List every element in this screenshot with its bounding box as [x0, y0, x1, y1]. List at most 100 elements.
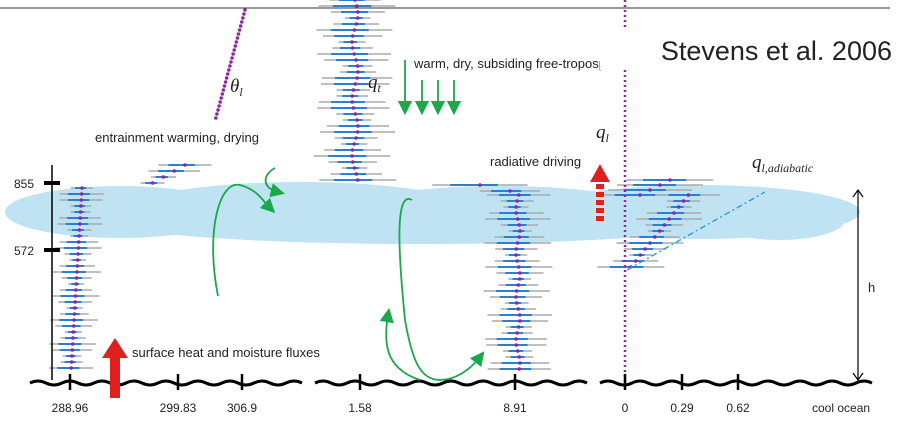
profile-point [355, 178, 360, 182]
citation-box [600, 28, 898, 70]
profile-point [216, 108, 220, 112]
profile-point [518, 271, 522, 275]
profile-point [79, 198, 84, 202]
profile-point [73, 300, 77, 304]
profile-point [230, 56, 234, 60]
profile-point [667, 217, 671, 221]
profile-point [241, 16, 245, 20]
profile-point [352, 142, 356, 146]
profile-point [242, 12, 246, 16]
profile-point [355, 76, 359, 80]
profile-point [237, 28, 242, 32]
height-axis [44, 165, 60, 380]
theta-tick: 299.83 [160, 401, 197, 415]
profile-point [356, 70, 360, 74]
profile-point [638, 253, 643, 257]
profile-point [225, 72, 230, 76]
profile-point [353, 82, 358, 86]
profile-point [514, 247, 519, 251]
profile-point [76, 252, 80, 256]
ql-label: ql [596, 122, 610, 145]
profile-point [72, 312, 77, 316]
profile-point [514, 289, 519, 293]
profile-point [517, 277, 522, 281]
surface-flux-label: surface heat and moisture fluxes [132, 345, 320, 360]
profile-point [515, 241, 520, 245]
profile-point [355, 4, 359, 8]
profile-point [508, 189, 512, 193]
profile-point [515, 217, 520, 221]
profile-point [223, 80, 228, 84]
profile-point [79, 192, 84, 196]
qt-tick: 1.58 [348, 401, 372, 415]
profile-point [657, 229, 662, 233]
profile-point [517, 367, 522, 371]
profile-point [355, 130, 360, 134]
profile-point [231, 52, 235, 56]
profile-point [79, 204, 83, 208]
height-tick: 855 [14, 177, 34, 191]
profile-point [215, 112, 219, 116]
profile-point [239, 20, 244, 24]
profile-point [73, 294, 78, 298]
profile-point [518, 319, 522, 323]
profile-point [350, 100, 354, 104]
profile-point [77, 228, 82, 232]
profile-point [350, 148, 355, 152]
profile-point [77, 234, 81, 238]
profile-point [232, 48, 236, 52]
profile-point [352, 52, 356, 56]
profile-point [351, 106, 356, 110]
height-tick: 572 [14, 244, 34, 258]
profile-point [229, 60, 233, 64]
profile-point [70, 348, 75, 352]
profile-point [74, 276, 79, 280]
profile-point [233, 44, 238, 48]
profile-point [350, 154, 354, 158]
profile-point [517, 313, 522, 317]
profile-point [355, 118, 359, 122]
profile-point [643, 247, 647, 251]
profile-point [516, 307, 521, 311]
citation: Stevens et al. 2006 [661, 36, 892, 66]
profile-point [517, 223, 522, 227]
profile-point [658, 183, 662, 187]
profile-point [217, 104, 221, 108]
profile-point [354, 22, 359, 26]
profile-point [172, 169, 176, 173]
profile-point [356, 124, 360, 128]
profile-point [71, 330, 76, 334]
profile-point [514, 343, 519, 347]
ocean-axis [29, 379, 873, 387]
ql-tick: 0 [622, 401, 629, 415]
profile-point [514, 205, 518, 209]
profile-point [515, 199, 519, 203]
profile-point [514, 253, 518, 257]
profile-point [76, 240, 81, 244]
profile-point [75, 258, 80, 262]
profile-point [74, 288, 78, 292]
profile-point [228, 64, 232, 68]
profile-point [75, 270, 79, 274]
free-troposphere-label: warm, dry, subsiding free-troposphere [413, 56, 632, 71]
profile-point [514, 337, 518, 341]
profile-point [355, 64, 360, 68]
profile-point [518, 229, 522, 233]
ql-adiabatic-label: ql,adiabatic [752, 152, 814, 175]
theta-label: θl [230, 76, 243, 99]
profile-point [356, 10, 360, 14]
profile-point [350, 46, 355, 50]
ql-adiabatic-line [626, 191, 766, 271]
profile-point [517, 235, 522, 239]
profile-point [234, 40, 239, 44]
profile-point [672, 211, 676, 215]
profile-point [517, 265, 521, 269]
profile-point [350, 94, 354, 98]
profile-point [224, 76, 229, 80]
profile-point [236, 32, 241, 36]
profile-point [668, 178, 672, 182]
profile-point [517, 193, 521, 197]
profile-point [353, 0, 357, 2]
qt-tick: 8.91 [503, 401, 527, 415]
